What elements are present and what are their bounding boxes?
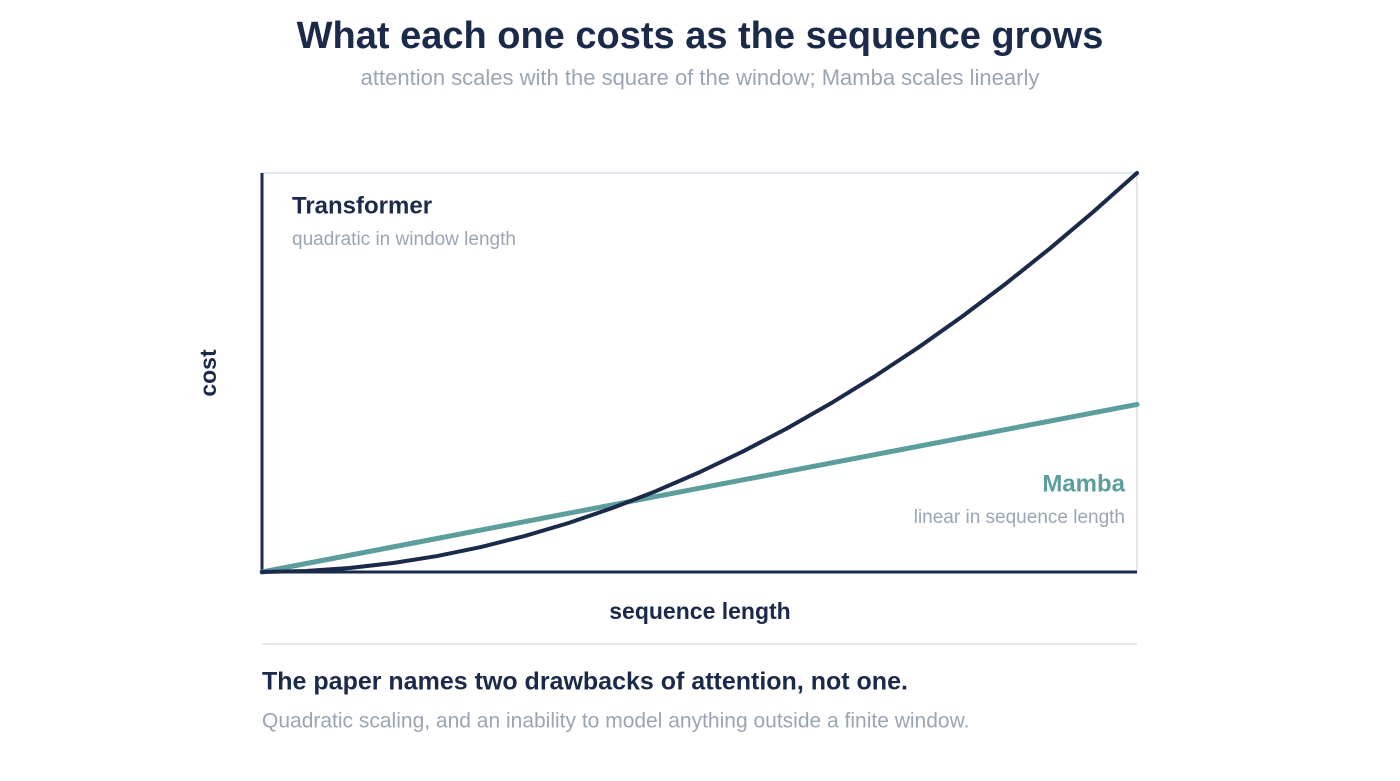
series-label: Mamba xyxy=(1042,470,1125,497)
series-note: linear in sequence length xyxy=(914,507,1125,528)
series-line xyxy=(259,401,1140,575)
footer-text: Quadratic scaling, and an inability to m… xyxy=(262,710,969,733)
x-axis-label: sequence length xyxy=(609,598,790,624)
series-label: Transformer xyxy=(292,192,432,219)
y-axis-label: cost xyxy=(195,349,221,397)
chart-subtitle: attention scales with the square of the … xyxy=(361,65,1040,90)
series-line xyxy=(260,171,1139,574)
series-note: quadratic in window length xyxy=(292,229,516,250)
footer-heading: The paper names two drawbacks of attenti… xyxy=(262,668,908,696)
chart-title: What each one costs as the sequence grow… xyxy=(297,15,1104,57)
